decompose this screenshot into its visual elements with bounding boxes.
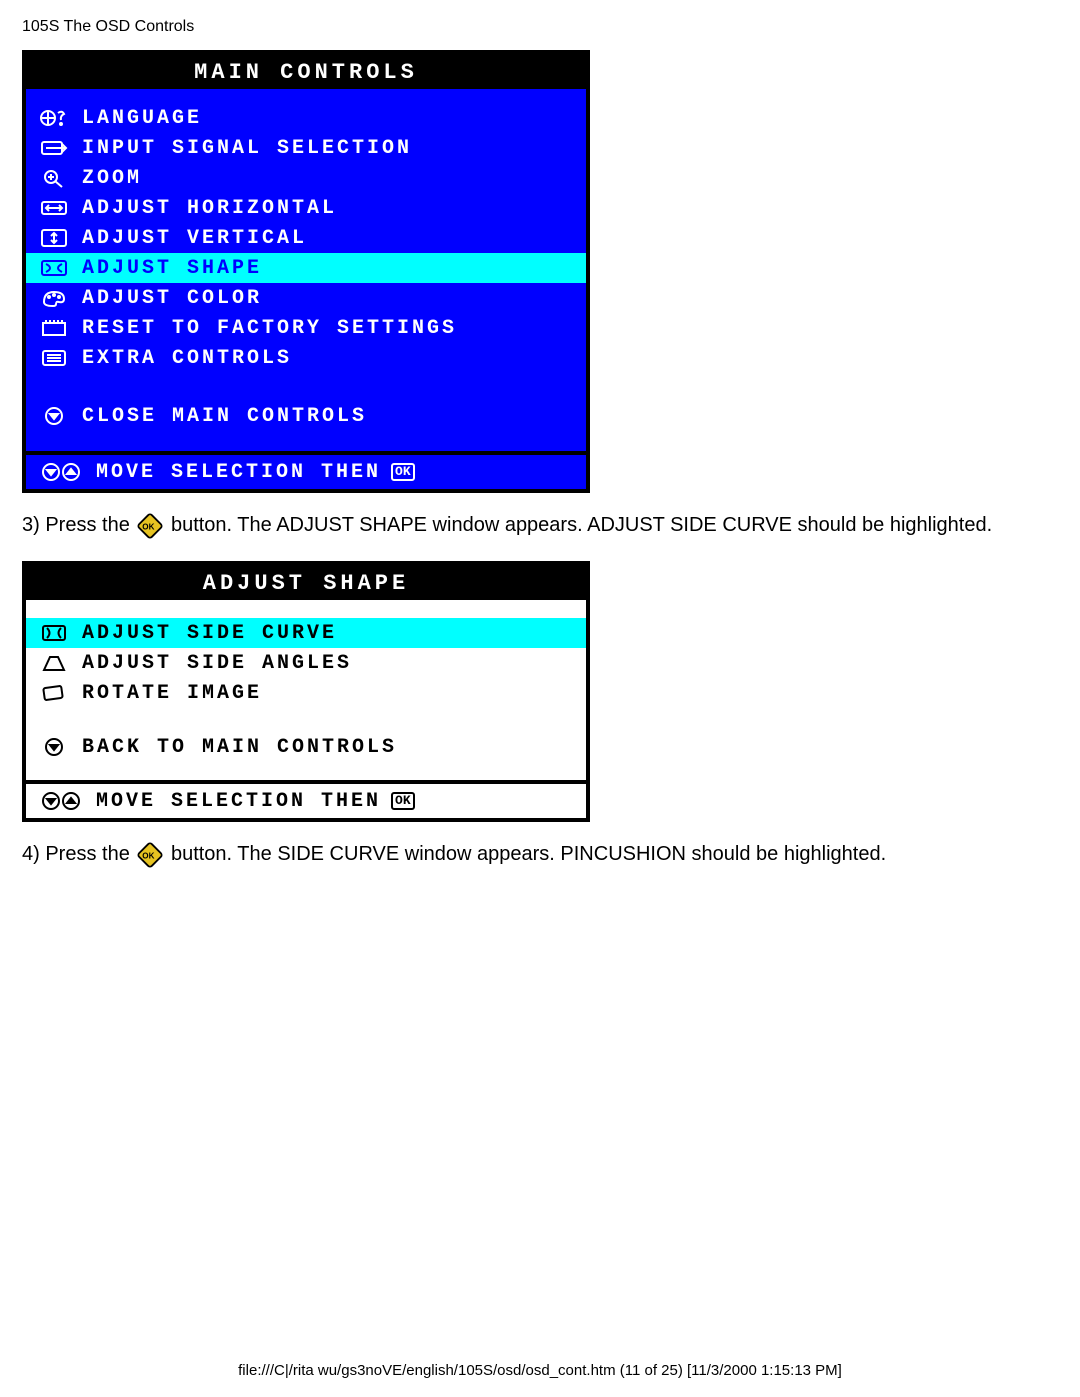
menu-label: ROTATE IMAGE <box>76 682 262 705</box>
menu-label: INPUT SIGNAL SELECTION <box>76 137 412 160</box>
osd-title: ADJUST SHAPE <box>26 565 586 600</box>
menu-item-rotate-image[interactable]: ROTATE IMAGE <box>26 678 586 708</box>
input-arrow-icon <box>40 138 76 158</box>
spacer <box>26 764 586 780</box>
down-circle-icon <box>40 406 76 426</box>
spacer <box>26 373 586 399</box>
menu-label: RESET TO FACTORY SETTINGS <box>76 317 457 340</box>
menu-label: CLOSE MAIN CONTROLS <box>76 405 367 428</box>
menu-item-close[interactable]: CLOSE MAIN CONTROLS <box>26 399 586 433</box>
spacer <box>26 433 586 451</box>
instr-prefix: 4) Press the <box>22 843 135 865</box>
footer-label: MOVE SELECTION THEN OK <box>96 461 415 484</box>
ok-button-icon <box>136 512 164 540</box>
menu-item-language[interactable]: LANGUAGE <box>26 103 586 133</box>
ok-icon: OK <box>391 792 415 810</box>
rotate-image-icon <box>40 683 76 703</box>
page-header: 105S The OSD Controls <box>22 18 1058 36</box>
adjust-vertical-icon <box>40 228 76 248</box>
menu-item-adjust-vertical[interactable]: ADJUST VERTICAL <box>26 223 586 253</box>
instr-prefix: 3) Press the <box>22 514 135 536</box>
menu-item-side-curve[interactable]: ADJUST SIDE CURVE <box>26 618 586 648</box>
up-down-circles-icon <box>40 790 96 812</box>
osd-body: LANGUAGE INPUT SIGNAL SELECTION ZOOM ADJ… <box>26 89 586 451</box>
adjust-horizontal-icon <box>40 198 76 218</box>
instruction-4: 4) Press the button. The SIDE CURVE wind… <box>22 840 1058 868</box>
side-curve-icon <box>40 623 76 643</box>
instruction-3: 3) Press the button. The ADJUST SHAPE wi… <box>22 511 1058 539</box>
menu-item-back[interactable]: BACK TO MAIN CONTROLS <box>26 730 586 764</box>
adjust-shape-osd: ADJUST SHAPE ADJUST SIDE CURVE ADJUST SI… <box>22 561 590 822</box>
spacer <box>26 708 586 730</box>
spacer <box>26 600 586 618</box>
instr-suffix: button. The SIDE CURVE window appears. P… <box>165 843 886 865</box>
up-down-circles-icon <box>40 461 96 483</box>
side-angles-icon <box>40 653 76 673</box>
osd-footer: MOVE SELECTION THEN OK <box>26 780 586 818</box>
menu-label: ADJUST SIDE CURVE <box>76 622 337 645</box>
osd-footer: MOVE SELECTION THEN OK <box>26 451 586 489</box>
osd-body: ADJUST SIDE CURVE ADJUST SIDE ANGLES ROT… <box>26 600 586 780</box>
menu-item-zoom[interactable]: ZOOM <box>26 163 586 193</box>
footer-label: MOVE SELECTION THEN OK <box>96 790 415 813</box>
menu-item-adjust-color[interactable]: ADJUST COLOR <box>26 283 586 313</box>
globe-question-icon <box>40 108 76 128</box>
menu-item-side-angles[interactable]: ADJUST SIDE ANGLES <box>26 648 586 678</box>
adjust-shape-icon <box>40 258 76 278</box>
menu-item-input-signal[interactable]: INPUT SIGNAL SELECTION <box>26 133 586 163</box>
menu-item-adjust-shape[interactable]: ADJUST SHAPE <box>26 253 586 283</box>
adjust-color-icon <box>40 288 76 308</box>
menu-item-adjust-horizontal[interactable]: ADJUST HORIZONTAL <box>26 193 586 223</box>
osd-title: MAIN CONTROLS <box>26 54 586 89</box>
menu-item-extra-controls[interactable]: EXTRA CONTROLS <box>26 343 586 373</box>
menu-label: ADJUST HORIZONTAL <box>76 197 337 220</box>
instr-suffix: button. The ADJUST SHAPE window appears.… <box>165 514 992 536</box>
extra-controls-icon <box>40 348 76 368</box>
ok-icon: OK <box>391 463 415 481</box>
footer-text: MOVE SELECTION THEN <box>96 461 381 484</box>
reset-icon <box>40 318 76 338</box>
menu-label: ADJUST SHAPE <box>76 257 262 280</box>
down-circle-icon <box>40 737 76 757</box>
ok-button-icon <box>136 841 164 869</box>
zoom-icon <box>40 168 76 188</box>
menu-label: BACK TO MAIN CONTROLS <box>76 736 397 759</box>
main-controls-osd: MAIN CONTROLS LANGUAGE INPUT SIGNAL SELE… <box>22 50 590 493</box>
page-footer: file:///C|/rita wu/gs3noVE/english/105S/… <box>0 1362 1080 1379</box>
menu-label: ZOOM <box>76 167 142 190</box>
menu-label: ADJUST VERTICAL <box>76 227 307 250</box>
menu-label: LANGUAGE <box>76 107 202 130</box>
menu-item-reset[interactable]: RESET TO FACTORY SETTINGS <box>26 313 586 343</box>
menu-label: EXTRA CONTROLS <box>76 347 292 370</box>
footer-text: MOVE SELECTION THEN <box>96 790 381 813</box>
menu-label: ADJUST SIDE ANGLES <box>76 652 352 675</box>
menu-label: ADJUST COLOR <box>76 287 262 310</box>
